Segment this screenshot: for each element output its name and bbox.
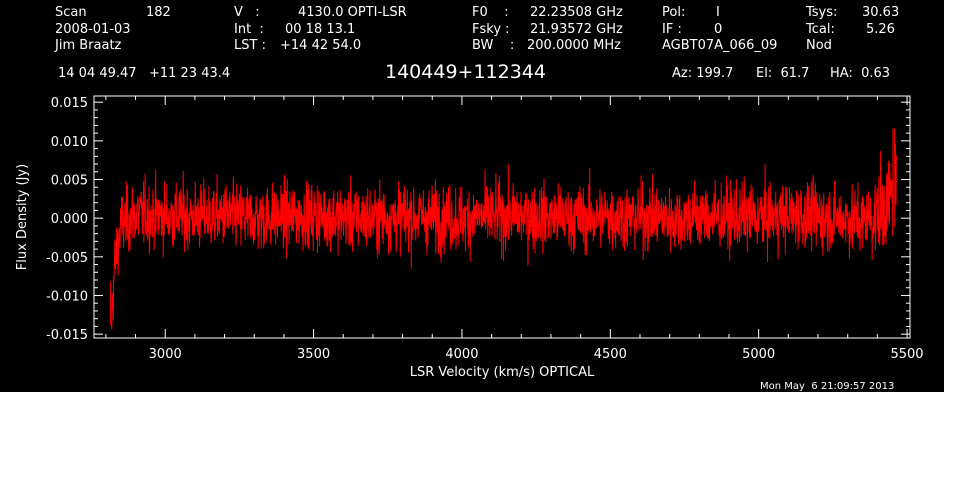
x-tick-label: 5500 (890, 347, 923, 362)
if-value: 0 (714, 22, 723, 37)
x-axis-label: LSR Velocity (km/s) OPTICAL (410, 365, 595, 380)
pol-label: Pol: (662, 5, 686, 20)
x-tick-label: 3500 (297, 347, 330, 362)
f0-label: F0 : (472, 5, 509, 20)
y-tick-label: 0.005 (51, 174, 88, 189)
lst-value: +14 42 54.0 (280, 38, 362, 53)
tsys-label: Tsys: (806, 5, 838, 20)
source-name: 140449+112344 (385, 61, 546, 83)
tcal-value: 5.26 (866, 22, 895, 37)
switching-mode: Nod (806, 38, 832, 53)
fsky-label: Fsky : (472, 22, 510, 37)
y-tick-label: -0.015 (46, 328, 88, 343)
y-tick-label: -0.005 (46, 251, 88, 266)
x-tick-label: 4000 (445, 347, 478, 362)
y-tick-label: 0.010 (51, 135, 88, 150)
observer-name: Jim Braatz (55, 38, 122, 53)
x-tick-label: 4500 (594, 347, 627, 362)
observation-date: 2008-01-03 (55, 22, 131, 37)
azimuth: Az: 199.7 (672, 66, 734, 81)
pol-value: I (716, 5, 720, 20)
velocity-label: V : (234, 5, 260, 20)
spectrum-line (109, 128, 898, 330)
elevation: El: 61.7 (756, 66, 810, 81)
lst-label: LST : (234, 38, 266, 53)
tsys-value: 30.63 (862, 5, 900, 20)
spectrum-chart: 3000 3500 4000 4500 5000 5500 -0.015 -0.010 -0.0… (15, 95, 924, 380)
if-label: IF : (662, 22, 682, 37)
tcal-label: Tcal: (806, 22, 835, 37)
scan-value: 182 (146, 5, 171, 20)
f0-value: 22.23508 GHz (530, 5, 623, 20)
fsky-value: 21.93572 GHz (530, 22, 623, 37)
plot-panel: Scan 182 2008-01-03 Jim Braatz V : 4130.… (0, 0, 944, 392)
timestamp: Mon May 6 21:09:57 2013 (760, 381, 895, 392)
source-coordinates: 14 04 49.47 +11 23 43.4 (58, 66, 231, 81)
x-tick-label: 3000 (149, 347, 182, 362)
y-tick-label: 0.000 (51, 212, 88, 227)
y-tick-label: -0.010 (46, 289, 88, 304)
spectrum-trace (109, 128, 898, 330)
scan-label: Scan (55, 5, 87, 20)
y-axis-label: Flux Density (Jy) (15, 164, 30, 270)
integration-label: Int : (234, 22, 264, 37)
bandwidth-value: 200.0000 MHz (527, 38, 621, 53)
integration-value: 00 18 13.1 (285, 22, 356, 37)
plot-frame (93, 95, 911, 339)
y-tick-label: 0.015 (51, 96, 88, 111)
bandwidth-label: BW : (472, 38, 515, 53)
axis-ticks: 3000 3500 4000 4500 5000 5500 -0.015 -0.010 -0.0… (46, 96, 924, 362)
velocity-value: 4130.0 OPTI-LSR (298, 5, 407, 20)
project-id: AGBT07A_066_09 (662, 38, 778, 53)
x-tick-label: 5000 (742, 347, 775, 362)
hour-angle: HA: 0.63 (830, 66, 891, 81)
